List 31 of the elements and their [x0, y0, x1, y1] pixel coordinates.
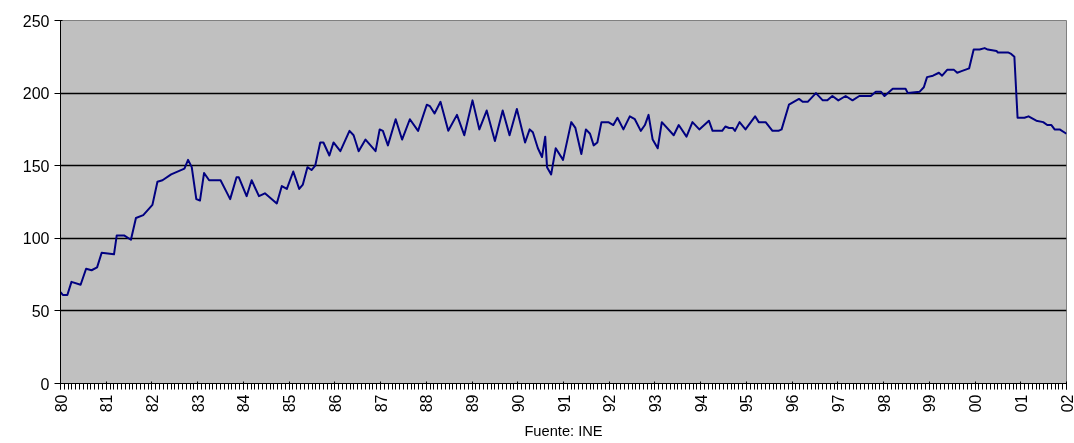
x-tick-label: 82: [143, 394, 161, 413]
x-tick-label: 01: [1012, 394, 1030, 413]
source-note: Fuente: INE: [524, 422, 603, 439]
x-tick-label: 93: [646, 394, 664, 413]
x-tick-label: 89: [464, 394, 482, 413]
x-tick-label: 83: [189, 394, 207, 413]
y-tick-label: 200: [22, 85, 50, 103]
x-tick-label: 94: [692, 394, 710, 413]
x-tick-label: 02: [1058, 394, 1074, 413]
x-tick-label: 95: [738, 394, 756, 413]
x-tick-label: 92: [601, 394, 619, 413]
y-tick-label: 150: [22, 157, 50, 175]
y-tick-label: 100: [22, 230, 50, 248]
y-tick-label: 0: [40, 375, 50, 393]
x-tick-label: 80: [52, 394, 70, 413]
x-tick-label: 96: [784, 394, 802, 413]
x-tick-label: 99: [921, 394, 939, 413]
line-series: [60, 47, 1067, 296]
x-tick-label: 91: [555, 394, 573, 413]
x-tick-label: 86: [326, 394, 344, 413]
x-tick-label: 90: [509, 394, 527, 413]
y-tick-label: 250: [22, 12, 50, 30]
x-tick-label: 98: [875, 394, 893, 413]
x-tick-label: 88: [418, 394, 436, 413]
x-tick-label: 87: [372, 394, 390, 413]
x-tick-label: 85: [281, 394, 299, 413]
x-tick-label: 97: [829, 394, 847, 413]
x-tick-label: 00: [967, 394, 985, 413]
y-tick-label: 50: [31, 302, 50, 320]
x-tick-label: 84: [235, 394, 253, 413]
x-tick-label: 81: [98, 394, 116, 413]
